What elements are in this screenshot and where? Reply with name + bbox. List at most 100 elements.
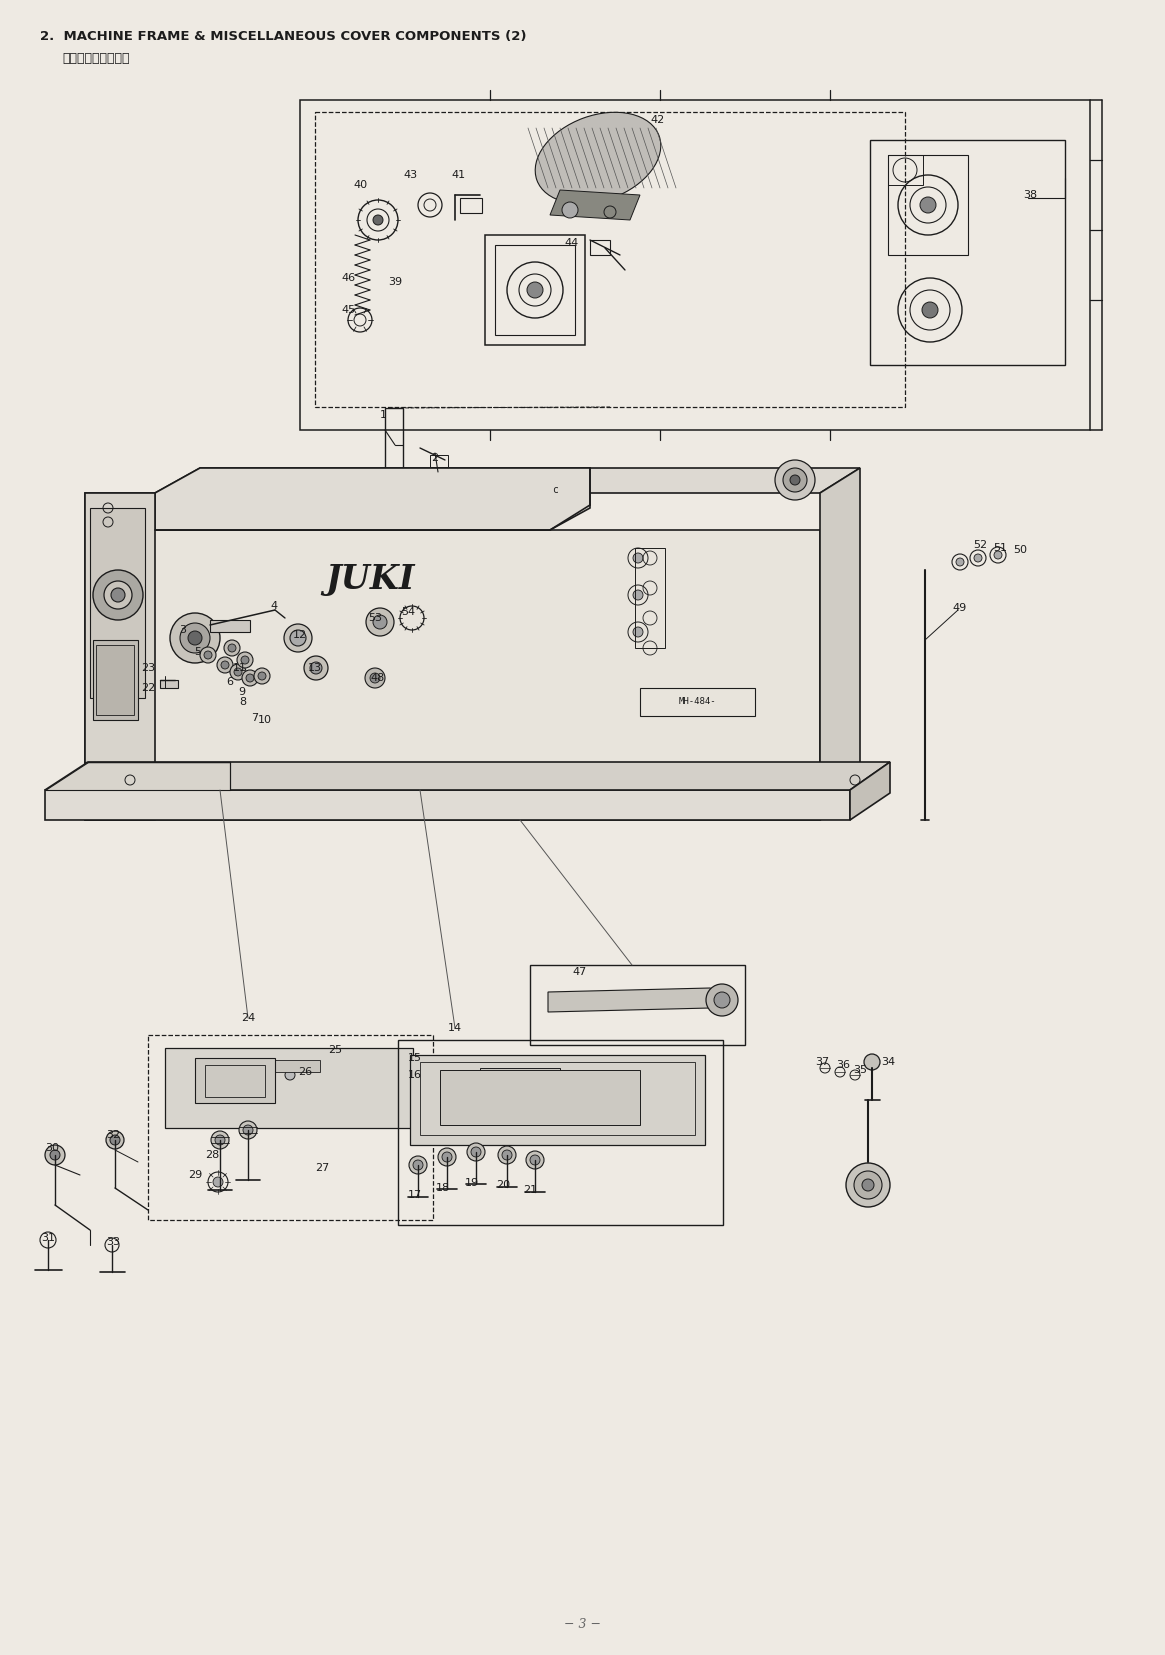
Circle shape (310, 662, 322, 674)
Polygon shape (85, 493, 820, 819)
Text: MH-484-: MH-484- (678, 697, 715, 707)
Circle shape (239, 1120, 257, 1139)
Circle shape (204, 650, 212, 659)
Text: 52: 52 (973, 540, 987, 549)
Text: 6: 6 (226, 677, 233, 687)
Text: 41: 41 (451, 170, 465, 180)
Text: c: c (552, 485, 558, 495)
Text: 4: 4 (270, 601, 277, 611)
Circle shape (365, 669, 384, 688)
Text: 5: 5 (195, 647, 202, 657)
Circle shape (714, 991, 730, 1008)
Text: 28: 28 (205, 1150, 219, 1160)
Text: 頭部外装関係（２）: 頭部外装関係（２） (62, 51, 129, 65)
Circle shape (257, 672, 266, 680)
Ellipse shape (535, 113, 661, 204)
Polygon shape (45, 761, 230, 789)
Bar (240, 1059, 320, 1072)
Bar (888, 156, 968, 255)
Text: 14: 14 (447, 1023, 463, 1033)
Bar (96, 645, 134, 715)
Circle shape (290, 631, 306, 645)
Circle shape (633, 553, 643, 563)
Circle shape (236, 652, 253, 669)
Text: 33: 33 (106, 1236, 120, 1246)
Circle shape (527, 281, 543, 298)
Text: 13: 13 (308, 664, 322, 674)
Bar (301, 99, 1090, 430)
Text: 25: 25 (327, 1044, 343, 1054)
Bar (888, 156, 923, 185)
Circle shape (783, 468, 807, 492)
Bar (495, 245, 576, 334)
Bar (640, 688, 755, 717)
Text: 39: 39 (388, 276, 402, 286)
Text: 36: 36 (836, 1059, 850, 1071)
Text: 44: 44 (565, 238, 579, 248)
Circle shape (188, 631, 202, 645)
Bar (398, 1039, 723, 1225)
Text: 42: 42 (651, 114, 665, 126)
Circle shape (414, 1160, 423, 1170)
Polygon shape (550, 190, 640, 220)
Text: 27: 27 (315, 1163, 330, 1173)
Circle shape (246, 674, 254, 682)
Circle shape (234, 669, 242, 675)
Bar (160, 680, 178, 688)
Polygon shape (85, 493, 155, 819)
Bar (635, 548, 665, 649)
Bar (530, 965, 744, 1044)
Circle shape (170, 612, 220, 664)
Circle shape (213, 1177, 223, 1187)
Text: 2.  MACHINE FRAME & MISCELLANEOUS COVER COMPONENTS (2): 2. MACHINE FRAME & MISCELLANEOUS COVER C… (40, 30, 527, 43)
Text: 12: 12 (292, 631, 308, 640)
Circle shape (438, 1149, 456, 1167)
Circle shape (216, 1135, 225, 1145)
Text: 43: 43 (403, 170, 417, 180)
Bar (384, 409, 403, 478)
Bar (870, 141, 1065, 366)
Circle shape (467, 1144, 485, 1162)
Circle shape (527, 1150, 544, 1168)
Circle shape (370, 674, 380, 684)
Polygon shape (850, 761, 890, 819)
Circle shape (200, 647, 216, 664)
Circle shape (243, 1125, 253, 1135)
Circle shape (217, 657, 233, 674)
Bar (589, 240, 610, 255)
Circle shape (242, 670, 257, 687)
Bar (430, 455, 449, 467)
Polygon shape (155, 468, 860, 493)
Text: 22: 22 (141, 684, 155, 693)
Circle shape (50, 1150, 61, 1160)
Circle shape (862, 1178, 874, 1192)
Text: 17: 17 (408, 1190, 422, 1200)
Circle shape (225, 1071, 235, 1081)
Text: 54: 54 (401, 607, 415, 617)
Text: 49: 49 (953, 602, 967, 612)
Text: 9: 9 (239, 687, 246, 697)
Text: 7: 7 (252, 713, 259, 723)
Text: 46: 46 (341, 273, 355, 283)
Circle shape (366, 607, 394, 636)
Circle shape (530, 1155, 541, 1165)
Circle shape (221, 660, 230, 669)
Circle shape (373, 616, 387, 629)
Circle shape (230, 664, 246, 680)
Circle shape (471, 1147, 481, 1157)
Circle shape (104, 581, 132, 609)
Text: 8: 8 (240, 697, 247, 707)
Bar (485, 235, 585, 344)
Text: 47: 47 (573, 967, 587, 976)
Circle shape (956, 558, 963, 566)
Circle shape (284, 624, 312, 652)
Circle shape (562, 202, 578, 218)
Polygon shape (548, 988, 730, 1011)
Text: 24: 24 (241, 1013, 255, 1023)
Circle shape (228, 644, 236, 652)
Circle shape (854, 1172, 882, 1198)
Polygon shape (45, 789, 850, 819)
Circle shape (373, 215, 383, 225)
Circle shape (45, 1145, 65, 1165)
Circle shape (106, 1130, 123, 1149)
